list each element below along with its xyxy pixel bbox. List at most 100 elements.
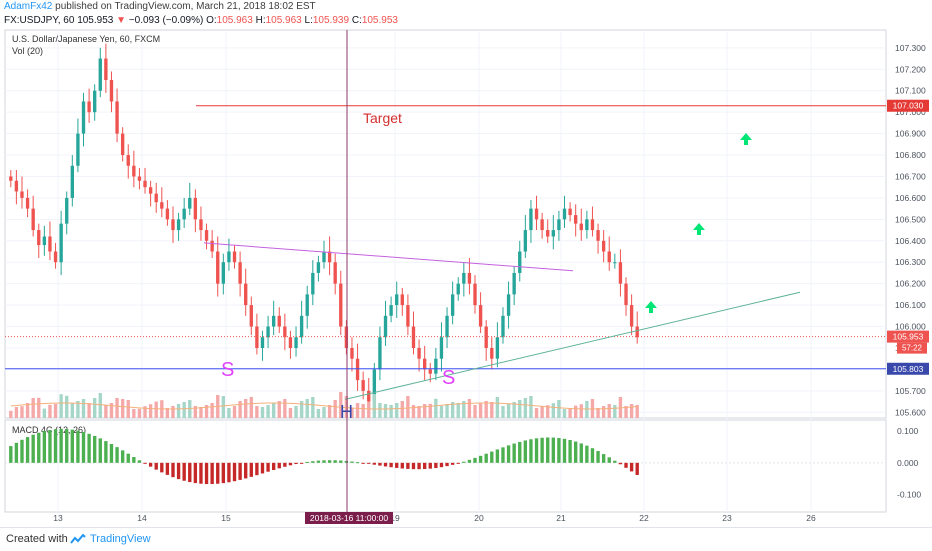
volume-bar [31, 398, 35, 418]
candle-body [305, 294, 309, 316]
target-price-badge [887, 99, 929, 112]
volume-bar [165, 408, 170, 418]
volume-bar [635, 405, 639, 418]
time-tick-label: 19 [390, 513, 400, 523]
macd-bar [188, 462, 192, 483]
volume-bar [288, 408, 293, 418]
volume-bar [534, 408, 539, 418]
price-tick-label: 106.200 [895, 279, 926, 289]
volume-bar [361, 404, 365, 418]
candle-body [165, 208, 170, 220]
candle-body [126, 155, 130, 166]
price-tick-label: 106.300 [895, 257, 926, 267]
macd-bar [534, 438, 539, 463]
volume-bar [562, 409, 567, 418]
time-tick-label: 26 [806, 513, 816, 523]
candle-body [204, 230, 209, 241]
volume-bar [350, 408, 354, 418]
macd-bar [70, 429, 74, 463]
volume-bar [182, 402, 186, 418]
candle-body [518, 251, 522, 273]
volume-ma-line [10, 402, 638, 410]
symbol-label: FX:USDJPY, 60 [4, 15, 75, 26]
candle-body [422, 358, 427, 370]
macd-bar [311, 461, 315, 463]
crosshair-date-text: 2018-03-16 11:00:00 [310, 513, 389, 523]
macd-bar [327, 460, 332, 463]
macd-bar [137, 460, 142, 463]
author-link[interactable]: AdamFx42 [4, 1, 53, 12]
volume-bar [529, 396, 533, 418]
macd-bar [143, 462, 147, 464]
time-tick-label: 14 [137, 513, 147, 523]
macd-bar [20, 439, 24, 463]
candle-body [478, 305, 483, 327]
candle-body [227, 251, 231, 263]
candle-body [31, 208, 35, 231]
candle-body [70, 165, 74, 198]
candle-body [199, 219, 203, 231]
candle-body [484, 326, 488, 348]
price-tick-label: 106.700 [895, 171, 926, 181]
macd-bar [518, 441, 522, 463]
symbol-info: FX:USDJPY, 60 105.953 ▼ −0.093 (−0.09%) … [4, 15, 398, 26]
volume-bar [557, 400, 561, 418]
candle-body [327, 251, 332, 263]
volume-bar [109, 403, 114, 418]
volume-bar [585, 401, 589, 418]
macd-bar [350, 461, 354, 463]
macd-bar [249, 462, 253, 477]
volume-bar [551, 403, 555, 418]
time-tick-label: 23 [722, 513, 732, 523]
macd-bar [76, 430, 80, 463]
volume-bar [25, 403, 30, 418]
macd-bar [266, 462, 270, 472]
candle-body [120, 133, 125, 156]
volume-bar [467, 399, 472, 418]
target-price-text: 107.030 [893, 101, 924, 111]
macd-bar [227, 462, 231, 483]
macd-tick-label: 0.000 [897, 458, 919, 468]
volume-bar [238, 401, 242, 418]
candle-body [182, 208, 186, 220]
macd-bar [495, 449, 500, 463]
volume-bar [400, 401, 404, 418]
candle-body [53, 251, 58, 263]
price-change: −0.093 (−0.09%) [128, 15, 204, 26]
volume-bar [193, 406, 198, 418]
volume-bar [14, 407, 19, 418]
candle-body [590, 219, 595, 231]
candle-body [411, 326, 416, 348]
high-value: 105.963 [265, 15, 302, 26]
macd-bar [104, 441, 108, 463]
macd-bar [478, 455, 483, 463]
candle-body [311, 272, 315, 295]
macd-bar [596, 451, 600, 463]
volume-bar [355, 403, 360, 418]
macd-bar [65, 429, 69, 463]
macd-bar [512, 443, 516, 463]
volume-bar [383, 404, 388, 418]
macd-bar [199, 462, 203, 484]
macd-bar [406, 462, 410, 469]
volume-bar [523, 398, 528, 418]
macd-bar [322, 460, 326, 463]
macd-bar [232, 462, 237, 482]
macd-bar [450, 462, 455, 465]
macd-bar [428, 462, 432, 469]
open-label: O: [206, 15, 217, 26]
macd-bar [93, 435, 97, 463]
volume-bar [506, 404, 511, 418]
price-chart[interactable]: 107.300 107.200 107.100 107.000 106.900 106.8… [0, 28, 932, 527]
volume-bar [395, 403, 399, 418]
price-tick-label: 105.600 [895, 407, 926, 417]
volume-bar [344, 396, 349, 418]
volume-bar [540, 406, 544, 418]
volume-bar [283, 399, 287, 418]
volume-bar [37, 397, 41, 418]
tradingview-brand[interactable]: TradingView [90, 533, 151, 545]
uptrend-line [344, 291, 801, 400]
macd-bar [467, 459, 472, 463]
volume-bar [9, 410, 13, 418]
down-arrow-icon: ▼ [116, 15, 127, 26]
